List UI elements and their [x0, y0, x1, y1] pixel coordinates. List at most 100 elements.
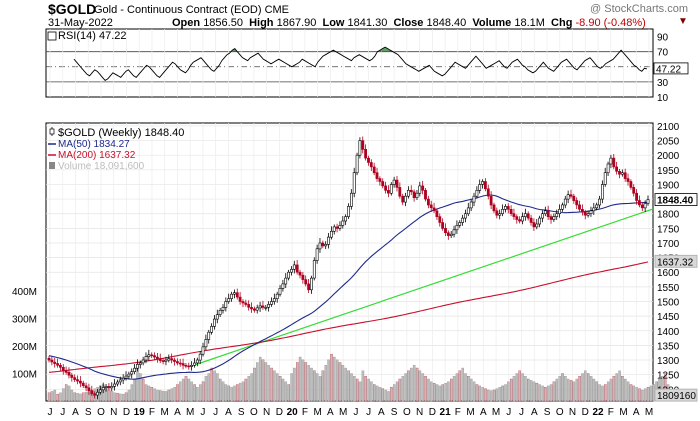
- candle-body: [315, 248, 319, 261]
- candle-body: [318, 242, 322, 250]
- candle-body: [592, 207, 596, 212]
- candle-body: [309, 277, 313, 291]
- volume-bar: [435, 384, 439, 402]
- volume-bar: [298, 356, 302, 402]
- x-label-2: A: [72, 407, 79, 418]
- volume-bar: [124, 392, 128, 402]
- candle-body: [441, 222, 445, 229]
- candle-body: [444, 228, 447, 234]
- volume-bar: [390, 387, 393, 402]
- volume-bar: [167, 389, 171, 402]
- volume-bar: [199, 384, 202, 402]
- volume-bar: [196, 387, 199, 402]
- candle-body: [116, 381, 119, 385]
- candle-body: [332, 226, 336, 232]
- volume-bar: [509, 378, 513, 402]
- candle-body: [569, 194, 573, 197]
- candle-body: [307, 283, 311, 291]
- x-label-35: M: [492, 407, 500, 418]
- volume-bar: [544, 387, 547, 402]
- support-trendline: [194, 208, 654, 366]
- volume-bar: [432, 382, 436, 402]
- volume-bar: [475, 384, 479, 402]
- volume-bar: [330, 354, 333, 402]
- volume-bar: [561, 373, 564, 402]
- x-label-27: S: [391, 407, 398, 418]
- candle-body: [150, 354, 154, 357]
- volume-bar: [290, 373, 293, 402]
- volume-bar: [130, 384, 134, 402]
- rsi-tick-10: 10: [657, 93, 669, 104]
- candle-body: [290, 268, 293, 273]
- candle-body: [455, 225, 459, 231]
- volume-bar: [358, 381, 362, 402]
- candle-body: [575, 200, 579, 206]
- candle-body: [218, 309, 222, 315]
- candle-body: [221, 307, 225, 311]
- candle-body: [620, 172, 624, 175]
- candle-body: [615, 166, 619, 172]
- candle-body: [495, 210, 499, 216]
- candle-body: [255, 307, 259, 311]
- candle-body: [176, 361, 179, 364]
- candle-body: [301, 274, 305, 280]
- x-label-45: M: [619, 407, 627, 418]
- volume-bar: [82, 392, 85, 402]
- candle-body: [395, 179, 399, 188]
- candle-body: [349, 192, 353, 207]
- volume-bar: [373, 384, 376, 402]
- volume-bar: [250, 373, 253, 402]
- candle-body: [47, 357, 51, 361]
- candle-body: [643, 203, 647, 209]
- low-label: Low: [322, 17, 345, 29]
- x-label-14: A: [225, 407, 232, 418]
- candle-body: [153, 355, 156, 358]
- volume-bar: [324, 365, 328, 402]
- volume-bar: [378, 387, 382, 402]
- volume-bar: [70, 389, 74, 402]
- volume-bar: [218, 378, 222, 402]
- legend-swatch-3: [49, 162, 55, 169]
- volume-bar: [150, 387, 154, 402]
- candle-body: [235, 292, 239, 298]
- candle-body: [261, 305, 265, 308]
- volume-bar: [139, 373, 142, 402]
- x-label-39: S: [544, 407, 551, 418]
- quote-summary: Open 1856.50 High 1867.90 Low 1841.30 Cl…: [172, 17, 646, 29]
- volume-bar: [452, 376, 456, 402]
- open-label: Open: [172, 17, 201, 29]
- volume-bar: [586, 373, 590, 402]
- candle-body: [193, 362, 196, 366]
- candle-body: [56, 363, 60, 366]
- volume-bar: [472, 381, 476, 402]
- candle-body: [635, 192, 639, 201]
- volume-bar: [410, 367, 413, 402]
- candle-body: [612, 157, 616, 168]
- volume-bar: [127, 389, 131, 402]
- volume-bar: [161, 390, 165, 402]
- volume-bar: [626, 381, 630, 402]
- candle-body: [98, 389, 102, 393]
- volume-bar: [347, 370, 350, 402]
- legend-entry-3: Volume 18,091,600: [58, 161, 145, 172]
- volume-bar: [447, 381, 450, 402]
- volume-tick-200M: 200M: [12, 342, 37, 353]
- price-label-box-1: [654, 254, 698, 268]
- candle-body: [347, 206, 350, 217]
- candle-body: [90, 390, 94, 394]
- candle-body: [632, 187, 636, 194]
- candle-body: [79, 380, 82, 384]
- candle-body: [250, 307, 253, 310]
- candle-body: [432, 207, 436, 212]
- x-label-0: J: [48, 407, 53, 418]
- volume-bar: [438, 385, 442, 402]
- volume-bar: [261, 359, 265, 402]
- x-label-3: S: [85, 407, 92, 418]
- candle-body: [190, 364, 194, 367]
- candle-body: [201, 346, 205, 355]
- x-label-26: A: [378, 407, 385, 418]
- candle-body: [415, 192, 419, 198]
- volume-bar: [569, 380, 573, 402]
- volume-bar: [487, 389, 490, 402]
- rsi-panel: 9070503010 RSI(14) 47.22 47.22: [45, 28, 689, 104]
